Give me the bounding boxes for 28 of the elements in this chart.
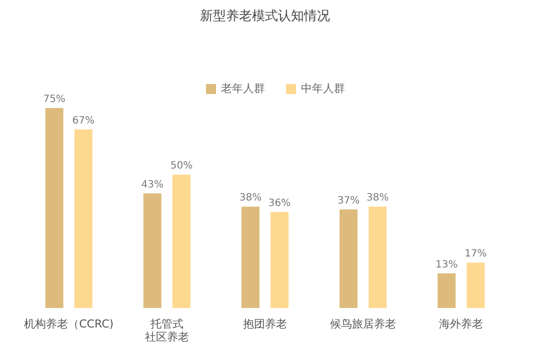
data-label: 17% bbox=[464, 248, 487, 260]
legend-label: 老年人群 bbox=[221, 82, 265, 95]
data-label: 50% bbox=[170, 160, 193, 172]
data-label: 38% bbox=[239, 192, 262, 204]
bar bbox=[143, 193, 162, 308]
bar bbox=[172, 174, 190, 308]
x-tick-label: 机构养老（CCRC) bbox=[24, 318, 114, 330]
bar bbox=[45, 108, 64, 308]
data-label: 37% bbox=[337, 195, 360, 206]
x-tick-label: 海外养老 bbox=[439, 318, 484, 330]
data-label: 13% bbox=[436, 259, 458, 270]
data-label: 38% bbox=[366, 192, 389, 204]
bar bbox=[438, 273, 456, 308]
x-tick-label: 候鸟旅居养老 bbox=[330, 318, 396, 330]
bar bbox=[270, 212, 289, 308]
data-label: 75% bbox=[43, 94, 66, 105]
data-label: 36% bbox=[268, 198, 291, 209]
bar bbox=[241, 206, 260, 308]
bar bbox=[340, 209, 358, 308]
x-tick-label: 托管式社区养老 bbox=[144, 318, 189, 342]
x-tick-label: 抱团养老 bbox=[243, 318, 287, 330]
chart-title: 新型养老模式认知情况 bbox=[200, 8, 330, 24]
legend-label: 中年人群 bbox=[301, 82, 345, 95]
bar bbox=[74, 129, 92, 308]
data-label: 43% bbox=[141, 179, 164, 190]
bar bbox=[466, 262, 485, 308]
bar bbox=[368, 206, 387, 308]
data-label: 67% bbox=[72, 115, 94, 126]
